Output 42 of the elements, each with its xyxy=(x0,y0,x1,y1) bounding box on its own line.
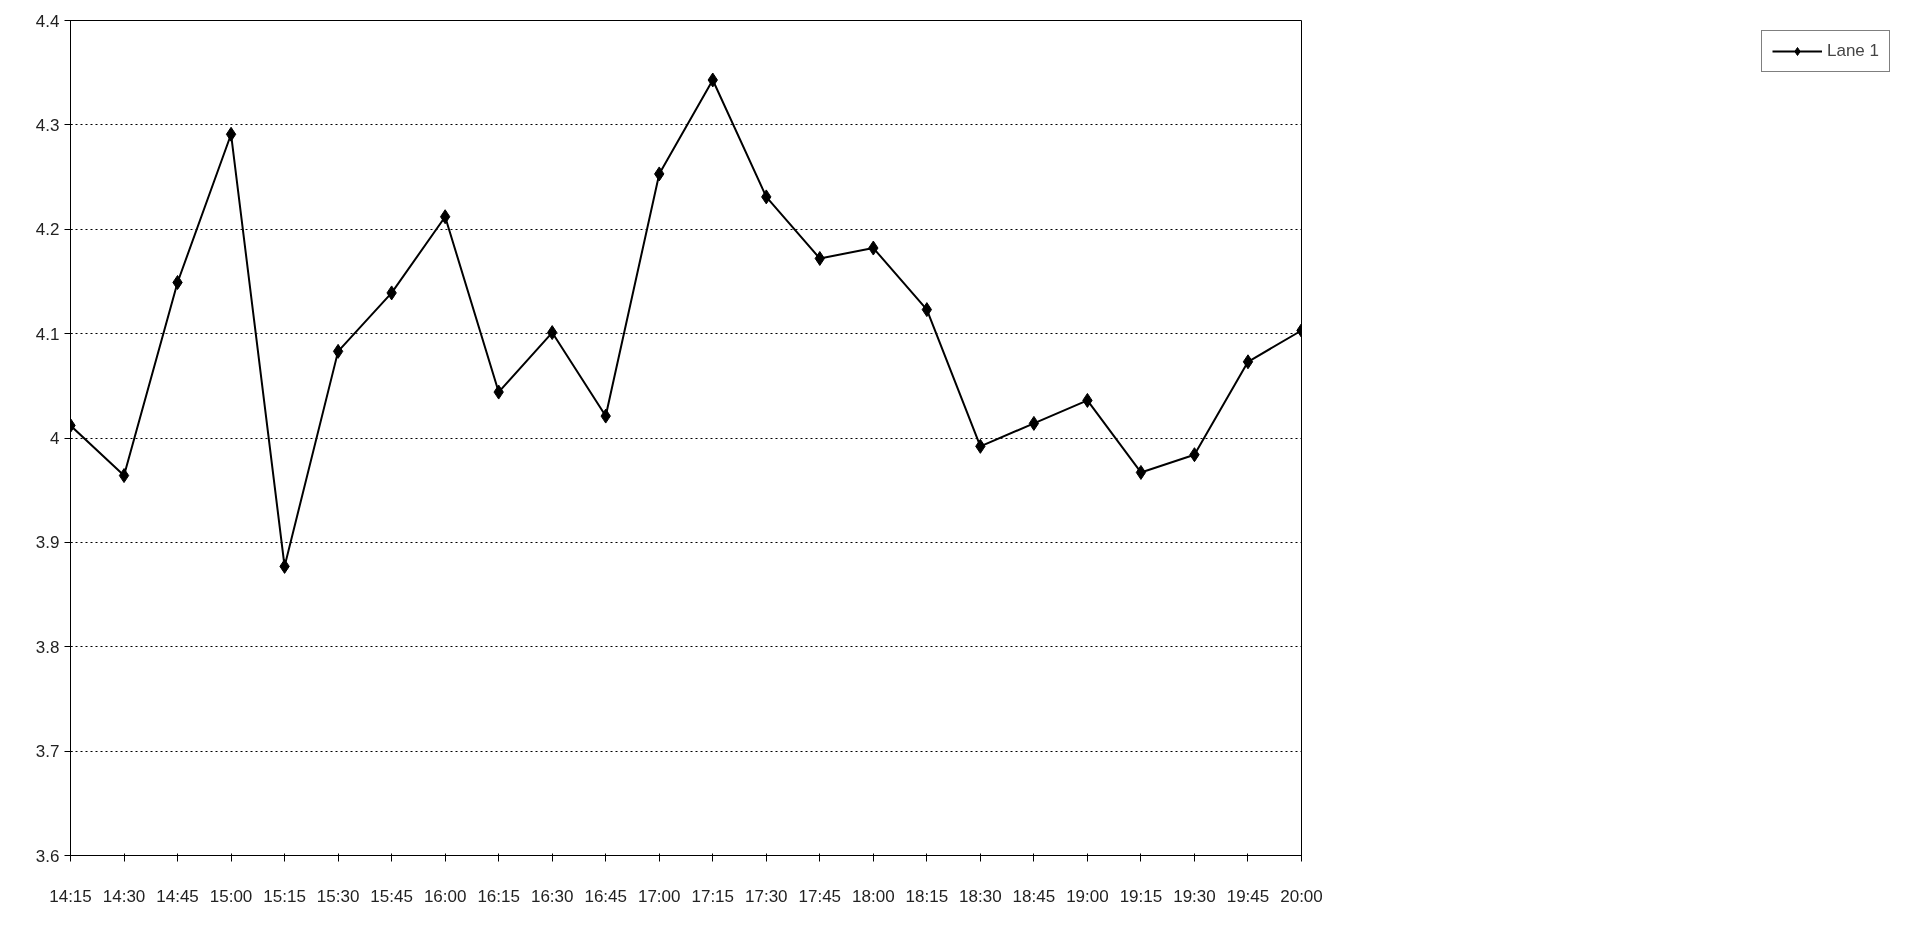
x-tick-label: 18:00 xyxy=(852,886,895,906)
point xyxy=(225,126,237,142)
x-tick-label: 16:30 xyxy=(530,886,574,906)
point xyxy=(332,343,344,359)
x-tick-label: 17:15 xyxy=(691,886,735,906)
legend-label: Lane 1 xyxy=(1827,41,1879,61)
x-tick-label: 19:45 xyxy=(1226,886,1270,906)
x-tick-label: 14:30 xyxy=(102,886,146,906)
x-tick-label: 14:45 xyxy=(156,886,199,906)
x-tick-label: 17:45 xyxy=(798,886,842,906)
x-tick-label: 18:30 xyxy=(959,886,1002,906)
x-tick-label: 16:00 xyxy=(423,886,467,906)
y-tick-label: 3.6 xyxy=(35,846,60,866)
y-tick-label: 4 xyxy=(50,429,60,448)
x-tick-label: 15:00 xyxy=(209,886,253,906)
y-tick-label: 4.4 xyxy=(35,11,60,31)
y-tick-label: 4.3 xyxy=(35,115,60,135)
y-tick-label: 3.7 xyxy=(35,742,60,762)
x-tick-label: 18:45 xyxy=(1012,886,1056,906)
x-tick-label: 16:15 xyxy=(477,886,520,906)
y-tick-label: 4.2 xyxy=(35,220,60,240)
y-tick-label: 4.1 xyxy=(35,324,60,344)
x-tick-label: 14:15 xyxy=(49,886,92,906)
x-tick-label: 15:15 xyxy=(263,886,306,906)
x-tick-label: 18:15 xyxy=(905,886,949,906)
point xyxy=(439,209,451,225)
point xyxy=(1242,354,1254,370)
x-tick-label: 19:00 xyxy=(1066,886,1109,906)
y-tick-label: 3.8 xyxy=(35,637,60,657)
x-tick-label: 15:30 xyxy=(316,886,360,906)
x-tick-label: 16:45 xyxy=(584,886,627,906)
y-tick-label: 3.9 xyxy=(35,533,60,553)
point xyxy=(1135,464,1147,480)
point xyxy=(118,468,130,484)
x-tick-label: 19:30 xyxy=(1173,886,1216,906)
point xyxy=(1028,415,1040,431)
point xyxy=(921,302,933,318)
x-tick-label: 19:15 xyxy=(1119,886,1163,906)
x-tick-label: 17:30 xyxy=(745,886,788,906)
x-tick-label: 20:00 xyxy=(1280,886,1323,906)
x-tick-label: 17:00 xyxy=(637,886,681,906)
x-tick-label: 15:45 xyxy=(370,886,413,906)
